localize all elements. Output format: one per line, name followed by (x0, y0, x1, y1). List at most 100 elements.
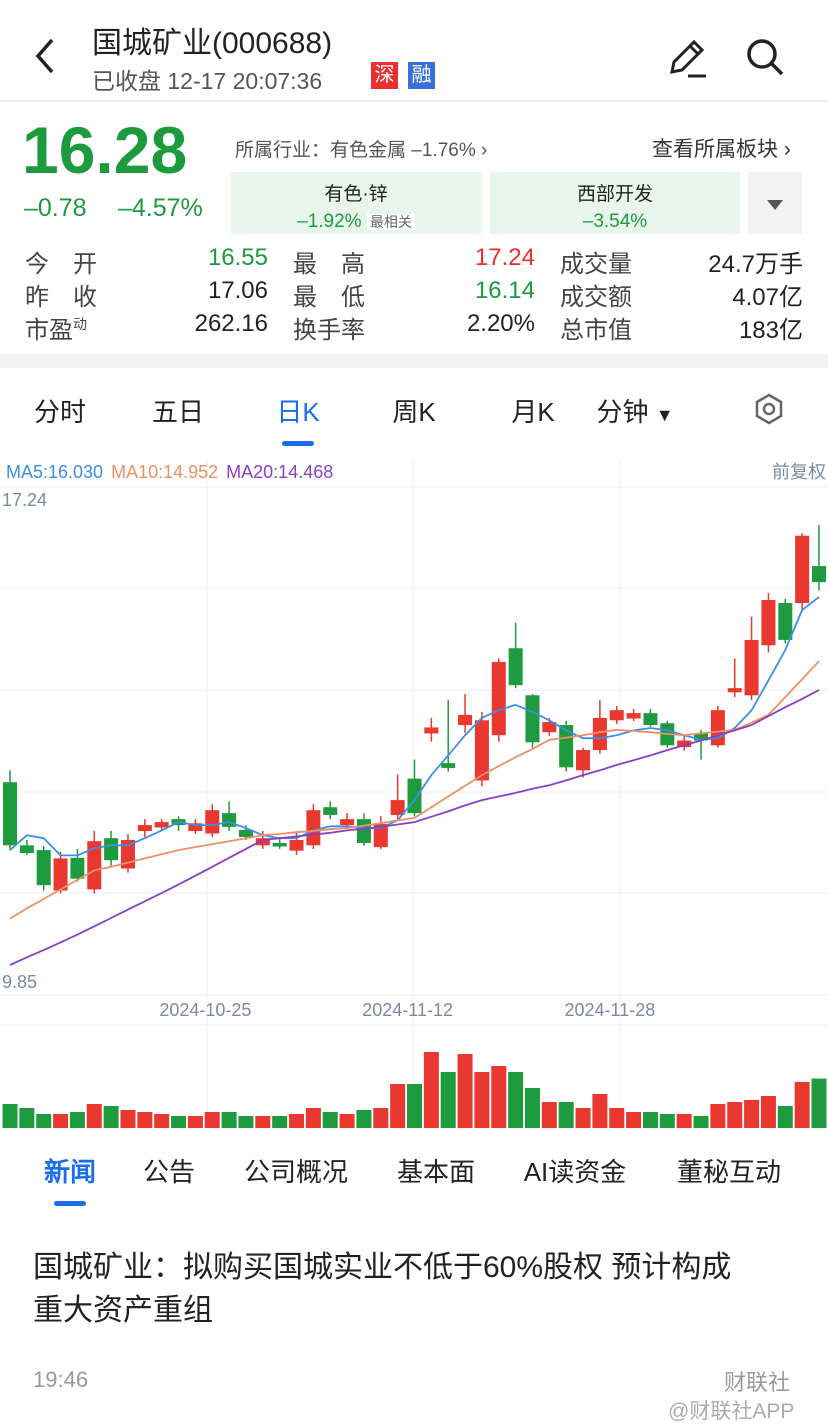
stat-label-sup: 动 (73, 316, 87, 332)
candle-body (137, 825, 152, 832)
volume-bar (154, 1114, 170, 1128)
ma-legend: MA5:16.030 (6, 462, 103, 482)
industry-link[interactable]: 所属行业：有色金属 –1.76% › (235, 140, 488, 161)
volume-bar (36, 1114, 52, 1128)
candle-body (458, 714, 473, 726)
expand-button[interactable] (748, 172, 802, 234)
candle-body (508, 648, 523, 686)
candle-body (592, 717, 607, 751)
ma-line (9, 596, 820, 857)
candle-body (694, 733, 709, 741)
volume-bar (238, 1116, 254, 1128)
y-tick-label: 9.85 (2, 972, 37, 992)
industry-text: 所属行业：有色金属 –1.76% (235, 140, 476, 161)
news-tab[interactable]: 公告 (142, 1157, 195, 1187)
volume-bar (491, 1066, 507, 1128)
article-time: 19:46 (33, 1367, 89, 1392)
stat-value: 16.55 (207, 244, 268, 271)
candle-body (340, 819, 355, 826)
candle-body (390, 800, 405, 815)
volume-bar (103, 1106, 119, 1128)
stat-value: 4.07亿 (732, 284, 803, 311)
volume-bar (187, 1116, 203, 1128)
candle-body (812, 566, 826, 583)
volume-bar (423, 1052, 439, 1128)
candle-body (289, 839, 304, 851)
candle-body (188, 823, 203, 832)
candle-body (542, 722, 557, 733)
volume-bar (592, 1094, 608, 1128)
volume-bar (760, 1096, 776, 1128)
stat-label: 最 高 (293, 251, 365, 278)
volume-bar (693, 1116, 709, 1128)
candle-body (407, 778, 422, 814)
search-button[interactable] (744, 36, 788, 80)
news-tab[interactable]: 新闻 (43, 1157, 96, 1187)
volume-bar (171, 1116, 187, 1128)
chart-tab[interactable]: 分时 (33, 397, 86, 427)
volume-bar (777, 1106, 793, 1128)
edit-button[interactable] (666, 36, 710, 80)
volume-bar (811, 1078, 827, 1128)
volume-bar (541, 1102, 557, 1128)
article-title[interactable]: 国城矿业：拟购买国城实业不低于60%股权 预计构成 重大资产重组 (33, 1246, 731, 1332)
volume-bar (86, 1104, 102, 1128)
candle-body (255, 838, 270, 846)
candle-body (795, 535, 810, 603)
divider (0, 100, 828, 102)
active-indicator (54, 1201, 86, 1206)
stat-value: 17.24 (474, 244, 535, 271)
chart-tab[interactable]: 月K (511, 397, 555, 427)
sector-card[interactable]: 有色·锌 –1.92% 最相关 (231, 172, 481, 234)
news-tab[interactable]: 董秘互动 (676, 1157, 781, 1187)
candle-body (727, 688, 742, 693)
candle-body (356, 819, 371, 843)
kline-chart: 17.24 9.85 2024-10-25 2024-11-12 2024-11-28 M… (0, 458, 828, 1129)
ma-legend: MA10:14.952 (111, 462, 218, 482)
chart-tab[interactable]: 五日 (151, 397, 204, 427)
candle-body (87, 841, 102, 890)
volume-bar (407, 1084, 422, 1128)
volume-bar (609, 1108, 625, 1128)
candle-body (778, 602, 793, 640)
chart-settings[interactable] (752, 392, 786, 426)
volume-bar (221, 1112, 237, 1128)
candle-body (744, 639, 759, 696)
volume-bar (794, 1082, 810, 1128)
stat-label: 总市值 (560, 317, 632, 344)
candle-body (19, 845, 34, 854)
stat-value: 16.14 (474, 277, 535, 304)
candle-body (609, 710, 624, 721)
adjust-label: 前复权 (772, 462, 826, 482)
sector-card[interactable]: 西部开发 –3.54% (490, 172, 740, 234)
sector-link[interactable]: 查看所属板块 › (652, 138, 791, 161)
candle-body (238, 829, 253, 837)
stat-label: 最 低 (293, 284, 365, 311)
stat-label: 市盈动 (25, 316, 87, 344)
ma-legend: MA20:14.468 (226, 462, 333, 482)
sector-name: 西部开发 (576, 184, 653, 205)
candle-body (559, 725, 574, 768)
volume-bar (53, 1114, 69, 1128)
volume-bar (659, 1114, 675, 1128)
news-tab[interactable]: 基本面 (396, 1157, 475, 1187)
volume-bar (440, 1072, 456, 1128)
back-button[interactable] (28, 36, 64, 76)
chart-tab[interactable]: 周K (392, 397, 436, 427)
volume-bar (575, 1108, 591, 1128)
volume-bar (508, 1072, 524, 1128)
stat-value: 262.16 (194, 310, 268, 337)
stat-label: 换手率 (293, 317, 365, 344)
volume-bar (373, 1108, 389, 1128)
article-title-line: 国城矿业：拟购买国城实业不低于60%股权 预计构成 (33, 1251, 732, 1284)
candle-body (3, 782, 17, 846)
volume-bar (305, 1108, 321, 1128)
sector-name: 有色·锌 (324, 184, 388, 205)
news-tab[interactable]: 公司概况 (243, 1157, 348, 1187)
volume-bar (19, 1108, 35, 1128)
news-tab[interactable]: AI读资金 (523, 1157, 627, 1187)
volume-bar (137, 1112, 153, 1128)
chart-tab[interactable]: 分钟 ▼ (596, 397, 674, 427)
chart-tab[interactable]: 日K (276, 397, 320, 427)
section-gap (0, 354, 828, 368)
